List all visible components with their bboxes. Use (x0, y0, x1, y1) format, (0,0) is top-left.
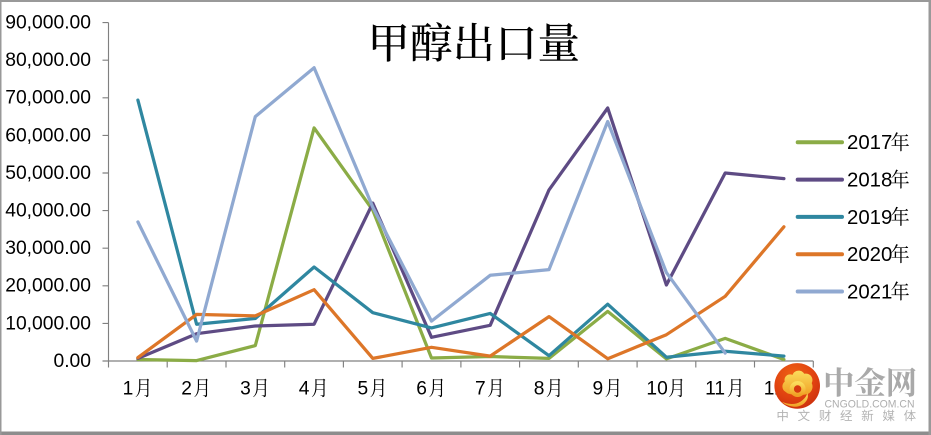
svg-text:10,000.00: 10,000.00 (5, 313, 91, 334)
svg-text:8: 8 (534, 379, 545, 400)
svg-text:2020: 2020 (847, 244, 892, 266)
svg-text:2017: 2017 (847, 132, 892, 154)
svg-text:6: 6 (416, 379, 427, 400)
svg-text:2018: 2018 (847, 170, 892, 192)
svg-text:5: 5 (358, 379, 369, 400)
svg-text:7: 7 (475, 379, 486, 400)
svg-text:1: 1 (123, 379, 134, 400)
svg-text:4: 4 (299, 379, 310, 400)
svg-text:2021: 2021 (847, 281, 892, 303)
svg-text:20,000.00: 20,000.00 (5, 276, 91, 297)
svg-text:3: 3 (240, 379, 251, 400)
svg-text:2: 2 (181, 379, 192, 400)
svg-text:9: 9 (593, 379, 604, 400)
svg-text:90,000.00: 90,000.00 (5, 13, 91, 34)
svg-text:70,000.00: 70,000.00 (5, 88, 91, 109)
svg-text:40,000.00: 40,000.00 (5, 201, 91, 222)
svg-text:0.00: 0.00 (53, 351, 91, 372)
svg-text:30,000.00: 30,000.00 (5, 238, 91, 259)
svg-text:50,000.00: 50,000.00 (5, 163, 91, 184)
svg-text:60,000.00: 60,000.00 (5, 125, 91, 146)
svg-text:CNGOLD.COM.CN: CNGOLD.COM.CN (825, 398, 915, 410)
svg-text:10: 10 (646, 379, 667, 400)
svg-text:2019: 2019 (847, 207, 892, 229)
svg-text:11: 11 (705, 379, 725, 400)
svg-text:80,000.00: 80,000.00 (5, 50, 91, 71)
